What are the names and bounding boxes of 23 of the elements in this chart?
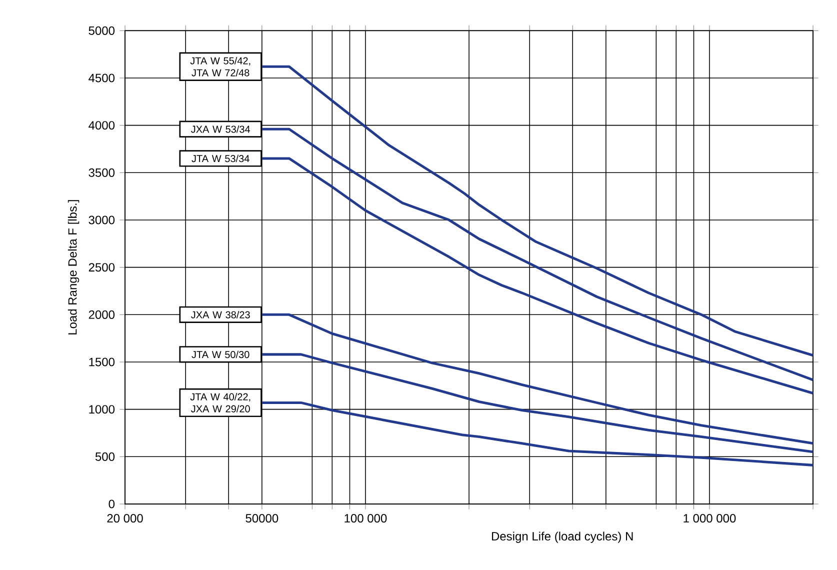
y-tick-label: 1000	[89, 405, 115, 414]
x-tick-label: 20 000	[107, 514, 143, 523]
series-label: JTA W 53/34	[192, 154, 250, 162]
y-tick-label: 500	[95, 452, 115, 461]
y-tick-label: 3000	[88, 216, 115, 224]
series-label: JTA W 50/30	[192, 350, 250, 358]
series-label: JTA W 40/22, JXA W 29/20	[190, 393, 250, 412]
x-tick-label: 50000	[246, 514, 278, 523]
x-tick-label: 100 000	[344, 514, 387, 523]
y-tick-label: 4000	[88, 121, 115, 130]
y-axis-title: Load Range Delta F [lbs.]	[68, 200, 80, 334]
y-tick-label: 0	[108, 500, 115, 508]
y-tick-label: 2000	[88, 310, 115, 319]
y-tick-label: 4500	[88, 74, 115, 82]
series-label: JXA W 38/23	[191, 311, 250, 318]
x-tick-label: 1 000 000	[684, 514, 736, 523]
series-label: JTA W 55/42, JTA W 72/48	[190, 56, 250, 76]
y-tick-label: 5000	[88, 26, 115, 35]
x-axis-title: Design Life (load cycles) N	[492, 532, 633, 543]
y-tick-label: 1500	[89, 358, 115, 366]
y-tick-label: 3500	[88, 168, 115, 177]
series-label: JXA W 53/34	[191, 125, 250, 133]
y-tick-label: 2500	[88, 263, 115, 272]
